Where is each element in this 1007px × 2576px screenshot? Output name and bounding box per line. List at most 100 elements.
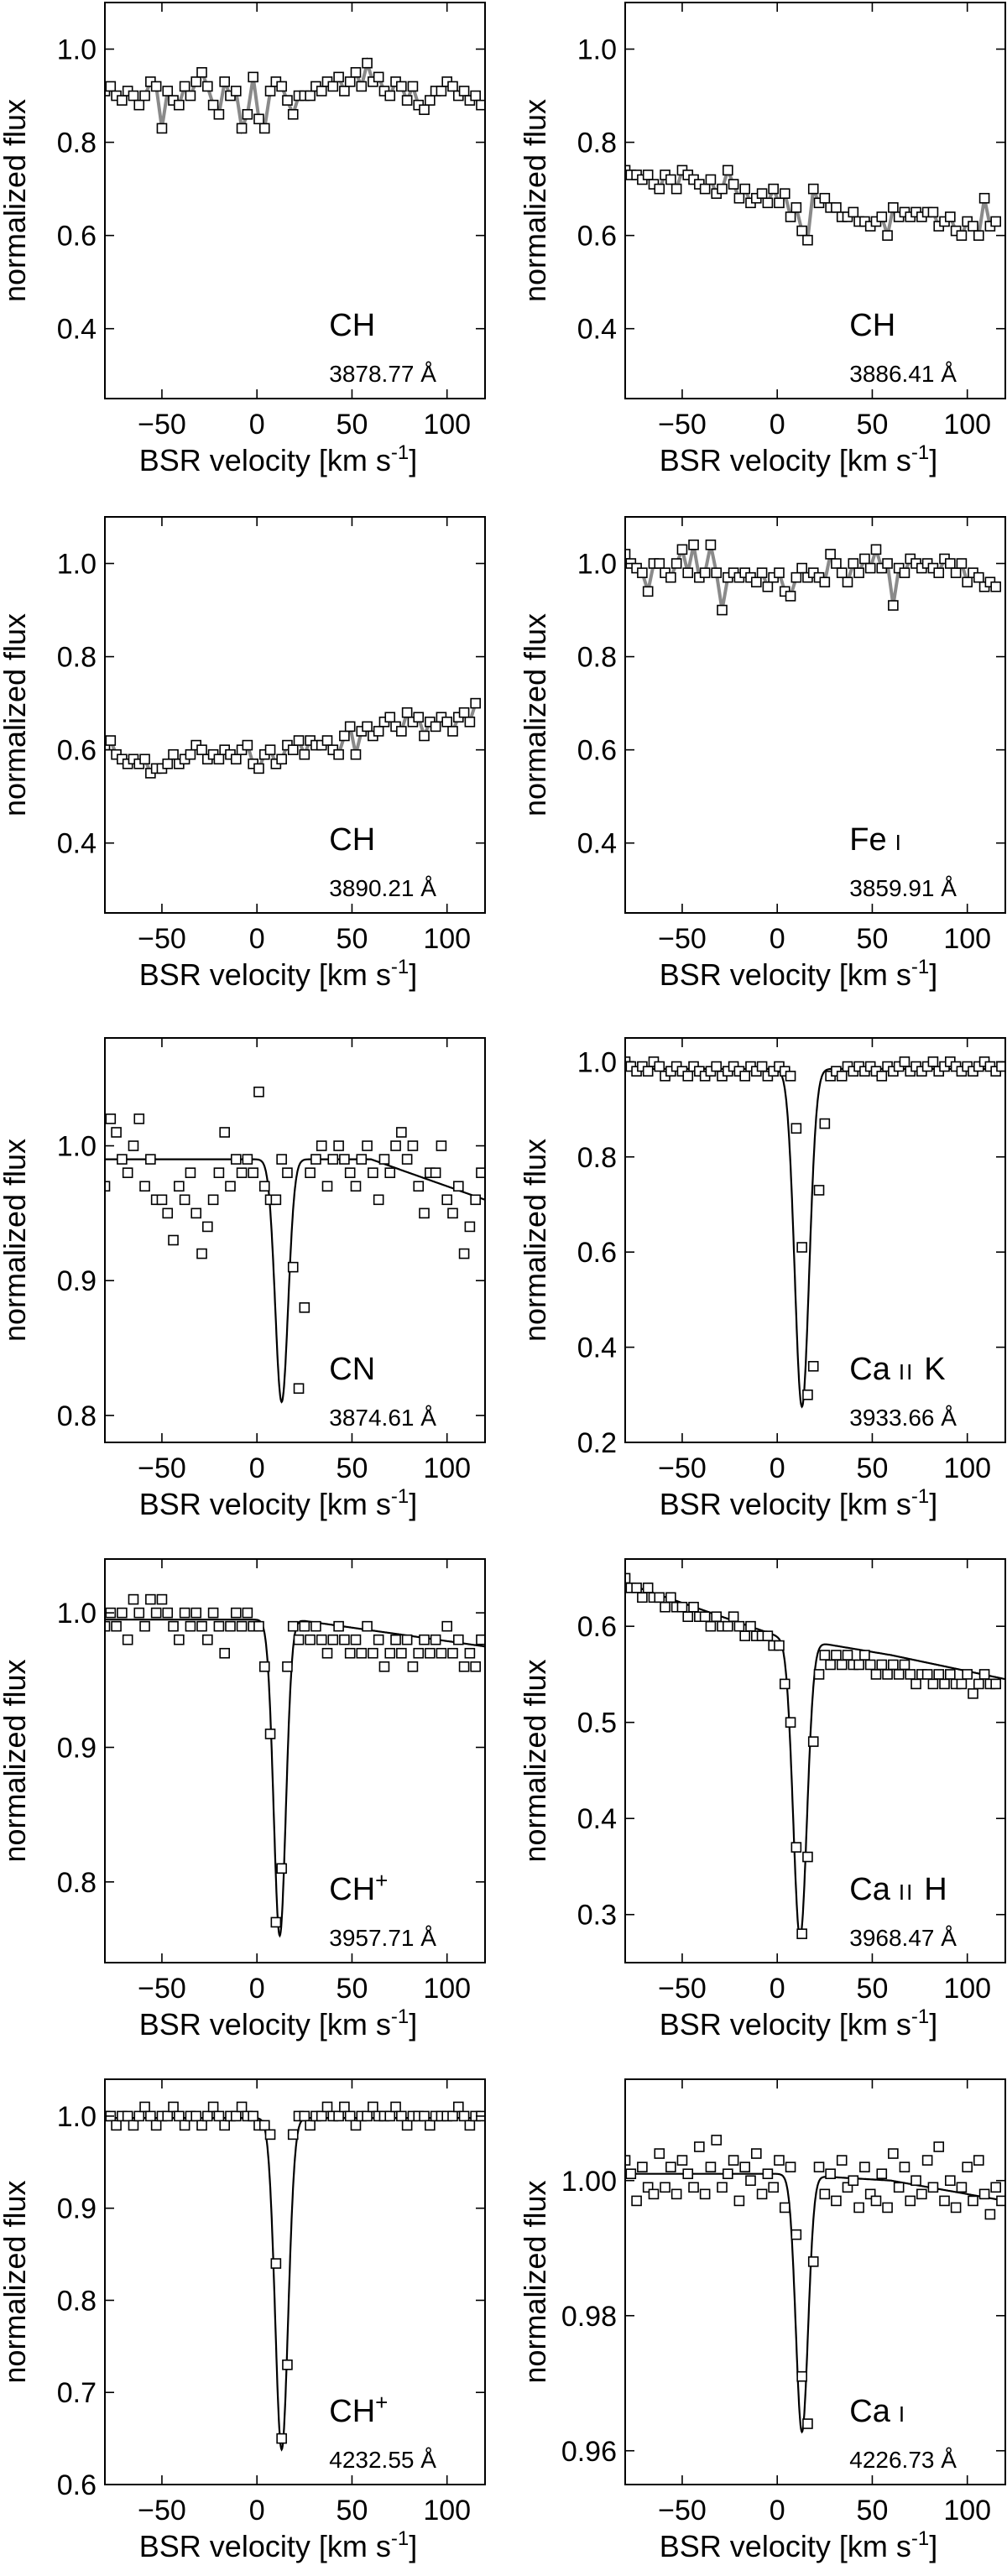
y-axis-label: normalized flux	[0, 99, 32, 302]
data-point	[699, 2188, 711, 2200]
data-point	[248, 1167, 258, 1178]
data-point	[441, 1620, 453, 1632]
y-tick-label: 1.0	[57, 2101, 97, 2133]
data-point	[642, 1583, 654, 1593]
wavelength-label: 3933.66 Å	[849, 1405, 957, 1431]
data-point	[699, 1611, 711, 1623]
panel-6: −50 0 50 100 0.2 0.4 0.6 0.8 1.0 Ca II K 3933.66 Å BS…	[518, 1037, 1006, 1521]
data-point	[310, 1620, 321, 1632]
data-point	[150, 2120, 162, 2131]
data-point	[447, 2110, 458, 2122]
x-tick-label: 100	[943, 1452, 991, 1484]
data-point	[933, 567, 945, 578]
data-point	[927, 2182, 939, 2193]
data-point	[933, 1669, 945, 1680]
data-point	[927, 1678, 939, 1690]
data-point	[236, 123, 248, 134]
data-point	[185, 748, 196, 760]
species-name: CN	[329, 1352, 375, 1387]
plot-frame	[624, 1037, 1006, 1443]
y-tick-label: 1.0	[577, 1046, 617, 1078]
data-point	[836, 1071, 848, 1082]
data-point	[350, 2120, 362, 2131]
data-point	[156, 1194, 168, 1206]
data-point	[219, 2120, 230, 2131]
data-point	[785, 591, 796, 602]
plot-frame	[624, 516, 1006, 914]
y-tick-label: 0.8	[57, 1400, 97, 1432]
data-point	[270, 2258, 282, 2269]
data-point	[762, 197, 774, 209]
data-point	[739, 183, 750, 195]
data-point	[293, 1383, 305, 1395]
x-tick-label: 50	[857, 1452, 889, 1484]
data-point	[756, 188, 768, 199]
data-point	[339, 2101, 350, 2113]
data-point	[637, 2161, 648, 2172]
data-point	[350, 66, 362, 78]
data-point	[179, 2120, 190, 2131]
data-point	[384, 1167, 396, 1178]
data-point	[190, 1607, 202, 1619]
data-point	[185, 1167, 196, 1178]
data-point	[853, 1659, 864, 1671]
data-point	[327, 81, 339, 92]
data-point	[425, 2120, 436, 2131]
data-point	[384, 1647, 396, 1659]
data-point	[264, 1729, 276, 1739]
data-point	[196, 1620, 207, 1632]
data-point	[625, 2155, 631, 2166]
data-point	[327, 1634, 339, 1645]
data-point	[807, 1360, 819, 1372]
species-name: CH	[849, 308, 895, 343]
data-point	[350, 748, 362, 760]
data-point	[356, 1647, 368, 1659]
data-point	[316, 86, 327, 96]
y-axis-label: normalized flux	[518, 2180, 552, 2383]
data-point	[264, 2129, 276, 2141]
data-point	[676, 544, 688, 555]
data-point	[162, 1607, 174, 1619]
data-point	[230, 86, 242, 96]
data-point	[390, 2101, 401, 2113]
data-point	[654, 558, 665, 569]
x-tick-label: 0	[249, 1973, 265, 2005]
data-point	[876, 1071, 888, 1082]
data-point	[145, 2110, 156, 2122]
data-point	[905, 1669, 916, 1680]
data-point	[344, 2110, 356, 2122]
y-tick-label: 1.00	[561, 2166, 617, 2198]
data-point	[396, 2110, 407, 2122]
data-point	[642, 1066, 654, 1077]
species-ion: II	[899, 1359, 914, 1384]
data-point	[978, 1669, 990, 1680]
data-point	[202, 2110, 213, 2122]
wavelength-label: 3878.77 Å	[329, 361, 436, 387]
data-point	[117, 1607, 128, 1619]
data-point	[927, 1056, 939, 1067]
data-point	[750, 2148, 762, 2159]
data-point	[230, 1607, 242, 1619]
species-label: CH	[329, 308, 375, 343]
data-point	[739, 1630, 750, 1641]
x-tick-label: −50	[138, 1973, 186, 2005]
data-point	[990, 216, 1001, 227]
y-tick-label: 0.8	[577, 128, 617, 159]
data-point	[711, 1611, 723, 1623]
data-point	[728, 1611, 739, 1623]
x-tick-label: 0	[249, 923, 265, 955]
species-label: CH+	[329, 2390, 388, 2429]
data-point	[156, 123, 168, 134]
panel-3: −50 0 50 100 0.4 0.6 0.8 1.0 CH 3890.21 Å BSR velo…	[0, 516, 486, 992]
data-point	[790, 571, 802, 583]
data-point	[384, 2110, 396, 2122]
data-point	[910, 1678, 921, 1690]
x-tick-label: 50	[337, 1973, 368, 2005]
data-point	[870, 2195, 882, 2207]
data-point	[441, 717, 453, 727]
data-point	[876, 2168, 888, 2179]
data-point	[368, 2101, 378, 2113]
y-axis-label: normalized flux	[0, 613, 32, 816]
data-point	[637, 567, 648, 578]
